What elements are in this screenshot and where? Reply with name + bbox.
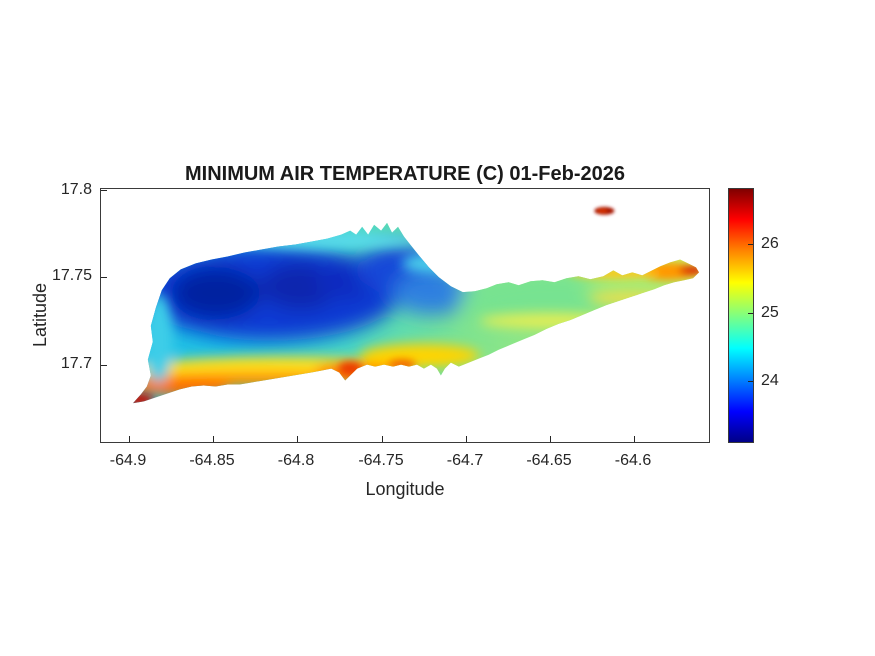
y-tick-mark [101, 190, 107, 191]
x-tick-label: -64.9 [109, 452, 147, 469]
x-tick-mark [550, 436, 551, 442]
x-tick-label: -64.85 [189, 452, 235, 469]
colorbar-tick-mark [748, 313, 753, 314]
island-contour-map [132, 206, 700, 404]
x-tick-mark [129, 436, 130, 442]
plot-area [100, 188, 710, 443]
colorbar-tick-label: 26 [761, 235, 779, 252]
y-tick-label: 17.8 [60, 181, 92, 198]
y-tick-label: 17.75 [51, 267, 92, 284]
colorbar-tick-label: 25 [761, 304, 779, 321]
x-tick-mark [382, 436, 383, 442]
colorbar [728, 188, 754, 443]
x-tick-mark [634, 436, 635, 442]
y-tick-mark [101, 365, 107, 366]
x-tick-label: -64.6 [614, 452, 652, 469]
colorbar-tick-label: 24 [761, 372, 779, 389]
chart-title: MINIMUM AIR TEMPERATURE (C) 01-Feb-2026 [184, 163, 626, 185]
x-tick-label: -64.75 [358, 452, 404, 469]
colorbar-tick-mark [748, 244, 753, 245]
x-tick-label: -64.65 [526, 452, 572, 469]
x-tick-mark [466, 436, 467, 442]
x-axis-label: Longitude [365, 479, 445, 499]
x-tick-mark [213, 436, 214, 442]
y-tick-mark [101, 277, 107, 278]
islet [594, 206, 615, 215]
y-tick-label: 17.7 [60, 355, 92, 372]
colorbar-tick-mark [748, 381, 753, 382]
x-tick-label: -64.8 [277, 452, 315, 469]
x-tick-label: -64.7 [446, 452, 484, 469]
x-tick-mark [297, 436, 298, 442]
